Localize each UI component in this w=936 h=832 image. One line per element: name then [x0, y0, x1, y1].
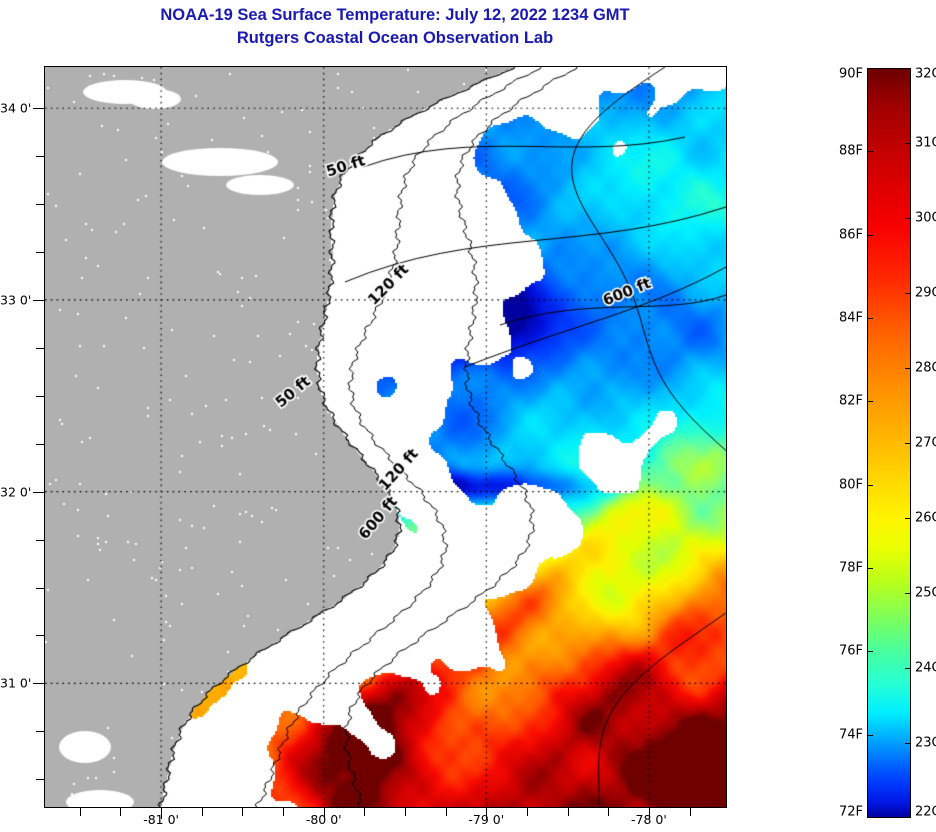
colorbar-f-label-7: 76F [838, 643, 863, 659]
y-tick-minor [36, 156, 44, 158]
y-tick-major [33, 491, 44, 493]
y-axis-label-3: 31 0' [0, 675, 32, 691]
y-tick-major [33, 683, 44, 685]
colorbar-c-label-7: 25C [915, 585, 936, 601]
y-tick-minor [36, 204, 44, 206]
colorbar-f-tick-1 [867, 151, 873, 153]
y-tick-minor [36, 395, 44, 397]
y-tick-minor [36, 731, 44, 733]
x-tick-minor [283, 808, 285, 816]
colorbar-c-tick-8 [905, 668, 911, 669]
colorbar-c-tick-2 [905, 218, 911, 219]
colorbar-f-tick-7 [867, 651, 873, 653]
colorbar-c-tick-7 [905, 593, 911, 594]
colorbar-c-label-0: 32C [915, 66, 936, 82]
y-tick-major [33, 299, 44, 301]
x-tick-major [648, 808, 650, 819]
colorbar-c-label-5: 27C [915, 435, 936, 451]
sst-heatmap-canvas[interactable] [45, 67, 726, 807]
x-tick-major [486, 808, 488, 819]
colorbar-c-label-6: 26C [915, 510, 936, 526]
title-line-2: Rutgers Coastal Ocean Observation Lab [236, 29, 554, 47]
colorbar-c-tick-4 [905, 368, 911, 369]
y-tick-minor [36, 251, 44, 253]
x-tick-minor [405, 808, 406, 816]
colorbar-c-label-3: 29C [915, 285, 936, 301]
colorbar-f-tick-2 [867, 234, 873, 236]
x-tick-major [323, 808, 325, 819]
x-tick-minor [364, 808, 366, 816]
colorbar-f-tick-5 [867, 484, 873, 486]
x-tick-minor [79, 808, 81, 816]
x-axis-label-1: -80 0' [305, 812, 342, 827]
x-tick-minor [567, 808, 569, 816]
colorbar-c-label-8: 24C [915, 660, 936, 676]
colorbar-f-tick-4 [867, 401, 873, 403]
chart-title: NOAA-19 Sea Surface Temperature: July 12… [0, 4, 790, 50]
colorbar-f-label-2: 86F [838, 227, 863, 243]
colorbar-c-label-4: 28C [915, 360, 936, 376]
y-tick-major [33, 108, 44, 110]
x-tick-minor [526, 808, 528, 816]
title-line-1: NOAA-19 Sea Surface Temperature: July 12… [160, 6, 630, 24]
colorbar-c-tick-5 [905, 443, 911, 444]
colorbar-f-label-8: 74F [838, 727, 863, 743]
colorbar-c-tick-9 [905, 743, 911, 744]
colorbar-gradient [867, 68, 911, 818]
colorbar-f-label-3: 84F [838, 310, 863, 326]
colorbar-c-label-1: 31C [915, 135, 936, 151]
x-tick-minor [445, 808, 447, 816]
x-tick-minor [242, 808, 244, 816]
colorbar-f-tick-3 [867, 318, 873, 319]
y-tick-minor [36, 635, 44, 637]
y-tick-minor [36, 779, 44, 781]
colorbar-f-tick-8 [867, 734, 873, 736]
y-tick-minor [36, 539, 44, 541]
colorbar-f-label-1: 88F [838, 143, 863, 159]
colorbar-c-tick-6 [905, 518, 911, 519]
y-axis-label-1: 33 0' [0, 292, 32, 308]
colorbar-c-label-2: 30C [915, 210, 936, 226]
colorbar-f-label-6: 78F [838, 560, 863, 576]
colorbar-f-label-9: 72F [838, 804, 863, 820]
colorbar-f-label-4: 82F [838, 393, 863, 409]
y-tick-minor [36, 347, 44, 349]
sst-map-plot[interactable] [44, 66, 727, 808]
y-axis-label-0: 34 0' [0, 100, 32, 116]
x-axis-label-3: -78 0' [631, 812, 667, 827]
colorbar-c-label-10: 22C [915, 804, 936, 820]
x-tick-minor [689, 808, 691, 816]
x-axis-label-2: -79 0' [468, 812, 505, 827]
colorbar-f-tick-6 [867, 568, 873, 569]
x-tick-minor [120, 808, 122, 816]
x-tick-minor [608, 808, 610, 816]
colorbar [867, 68, 911, 818]
x-tick-minor [201, 808, 203, 816]
colorbar-c-tick-1 [905, 143, 911, 144]
y-tick-minor [36, 443, 44, 445]
y-tick-minor [36, 587, 44, 589]
colorbar-f-label-5: 80F [838, 477, 863, 493]
colorbar-f-label-0: 90F [838, 66, 863, 82]
x-axis-label-0: -81 0' [143, 812, 179, 827]
y-axis-label-2: 32 0' [0, 484, 32, 500]
colorbar-c-tick-3 [905, 293, 911, 294]
colorbar-c-label-9: 23C [915, 735, 936, 751]
x-tick-major [161, 808, 163, 819]
